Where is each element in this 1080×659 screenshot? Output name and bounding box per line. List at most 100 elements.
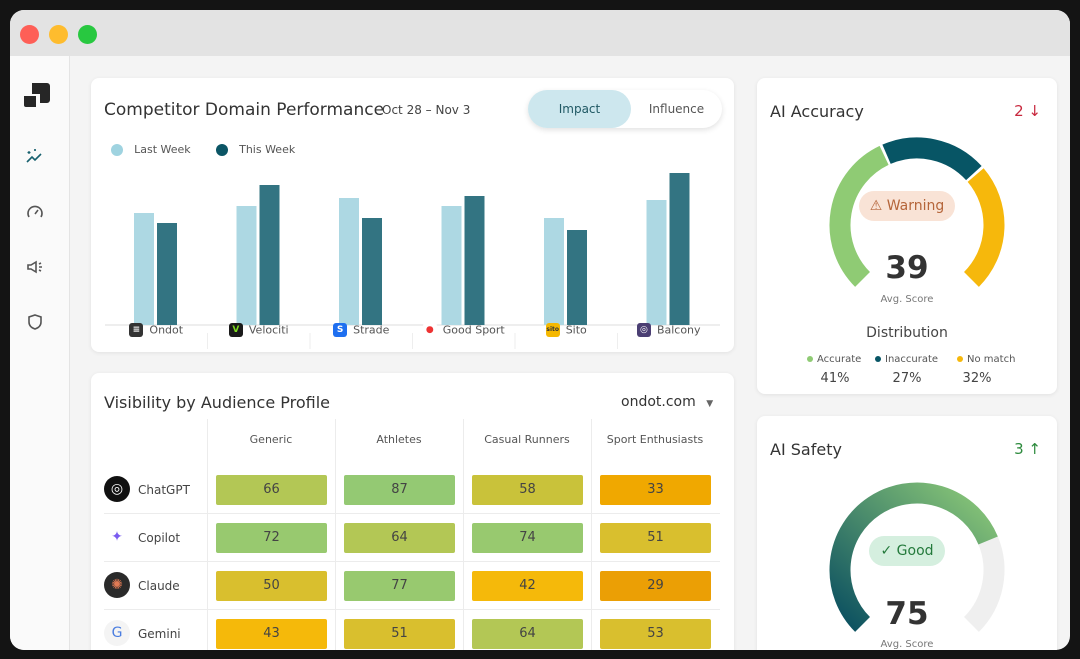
accuracy-gauge	[829, 137, 1005, 287]
legend-dot	[957, 356, 963, 362]
score-cell[interactable]: 72	[216, 523, 327, 553]
category-name: Sito	[565, 323, 587, 337]
bar-last-week	[646, 200, 667, 325]
change-value: 2	[1014, 102, 1024, 120]
change-indicator: 2 ↓	[1014, 102, 1041, 120]
distribution-legend-item: Accurate	[807, 354, 861, 365]
score-cell[interactable]: 64	[344, 523, 455, 553]
column-divider	[591, 419, 592, 650]
card-title: AI Accuracy	[770, 102, 864, 121]
bar-last-week	[544, 218, 564, 325]
gauge-fill	[829, 482, 998, 632]
row-label: ChatGPT	[138, 483, 190, 497]
domain-select[interactable]: ondot.com ▼	[621, 394, 713, 410]
legend-label: Accurate	[817, 354, 862, 365]
row-label: Gemini	[138, 627, 181, 641]
gauge-segment-inaccurate	[882, 137, 982, 181]
score-cell[interactable]: 29	[600, 571, 711, 601]
bar-this-week	[157, 223, 177, 325]
tab-influence[interactable]: Influence	[648, 102, 705, 116]
legend-label: This Week	[239, 143, 296, 156]
score-cell[interactable]: 33	[600, 475, 711, 505]
score-cell[interactable]: 87	[344, 475, 455, 505]
megaphone-icon	[25, 257, 45, 281]
bar-this-week	[362, 218, 382, 325]
row-label: Claude	[138, 579, 180, 593]
gauge-track	[963, 536, 1005, 632]
score-cell[interactable]: 64	[472, 619, 583, 649]
sidebar-item-campaigns[interactable]	[24, 258, 46, 280]
status-label: Good	[896, 543, 934, 559]
score-cell[interactable]: 43	[216, 619, 327, 649]
minimize-button[interactable]	[49, 25, 68, 44]
category-name: Velociti	[248, 323, 289, 337]
column-header: Athletes	[376, 433, 422, 446]
category-name: Good Sport	[442, 323, 505, 337]
caret-down-icon: ▼	[706, 399, 714, 409]
bar-this-week	[259, 185, 280, 325]
title-bar	[10, 10, 1070, 56]
category-name: Strade	[353, 323, 390, 337]
card-title: AI Safety	[770, 440, 842, 459]
score-cell[interactable]: 53	[600, 619, 711, 649]
arrow-up-icon: ↑	[1028, 440, 1041, 458]
sidebar-item-insights[interactable]	[24, 148, 46, 170]
visibility-card: Visibility by Audience Profile ondot.com…	[91, 373, 734, 650]
card-title: Competitor Domain Performance	[104, 100, 385, 120]
score-value: 39	[885, 250, 929, 286]
maximize-button[interactable]	[78, 25, 97, 44]
score-cell[interactable]: 58	[472, 475, 583, 505]
date-range: Oct 28 – Nov 3	[382, 103, 471, 117]
score-cell[interactable]: 51	[344, 619, 455, 649]
chatgpt-logo-icon: ◎	[104, 476, 130, 502]
column-divider	[335, 419, 336, 650]
bar-chart	[105, 173, 720, 349]
score-cell[interactable]: 77	[344, 571, 455, 601]
legend-this-week: This Week	[216, 139, 295, 158]
legend-swatch	[216, 143, 228, 156]
sidebar-item-safety[interactable]	[24, 313, 46, 335]
distribution-title: Distribution	[866, 325, 948, 341]
score-cell[interactable]: 66	[216, 475, 327, 505]
legend-swatch	[111, 143, 123, 156]
arrow-down-icon: ↓	[1028, 102, 1041, 120]
tab-impact[interactable]: Impact	[528, 90, 631, 128]
bar-this-week	[669, 173, 690, 325]
brand-logo-icon: ◎	[636, 323, 651, 337]
score-cell[interactable]: 74	[472, 523, 583, 553]
row-divider	[104, 609, 720, 610]
column-header: Casual Runners	[484, 433, 570, 446]
change-indicator: 3 ↑	[1014, 440, 1041, 458]
column-header: Generic	[249, 433, 293, 446]
app-logo[interactable]	[22, 80, 52, 110]
legend-label: Inaccurate	[885, 354, 939, 365]
distribution-value: 41%	[820, 371, 850, 386]
score-cell[interactable]: 50	[216, 571, 327, 601]
score-label: Avg. Score	[880, 294, 934, 305]
legend-dot	[807, 356, 813, 362]
competitor-performance-card: Competitor Domain Performance Oct 28 – N…	[91, 78, 734, 352]
close-button[interactable]	[20, 25, 39, 44]
score-cell[interactable]: 51	[600, 523, 711, 553]
legend-dot	[875, 356, 881, 362]
category-label: V Velociti	[208, 323, 311, 337]
card-title: Visibility by Audience Profile	[104, 393, 330, 412]
status-label: Warning	[886, 198, 945, 214]
score-cell[interactable]: 42	[472, 571, 583, 601]
brand-logo-icon: S	[333, 323, 348, 337]
bar-last-week	[134, 213, 154, 325]
distribution-legend-item: No match	[957, 354, 1015, 365]
copilot-logo-icon: ✦	[104, 524, 130, 550]
score-label: Avg. Score	[880, 639, 934, 650]
column-divider	[207, 419, 208, 650]
bar-this-week	[567, 230, 587, 325]
sidebar-item-performance[interactable]	[24, 203, 46, 225]
safety-gauge	[829, 482, 1005, 632]
bar-last-week	[441, 206, 462, 325]
distribution-legend-item: Inaccurate	[875, 354, 938, 365]
distribution-value: 27%	[892, 371, 922, 386]
category-name: Balcony	[656, 323, 701, 337]
legend-label: Last Week	[134, 143, 191, 156]
change-value: 3	[1014, 440, 1024, 458]
category-label: ≡ Ondot	[105, 323, 208, 337]
